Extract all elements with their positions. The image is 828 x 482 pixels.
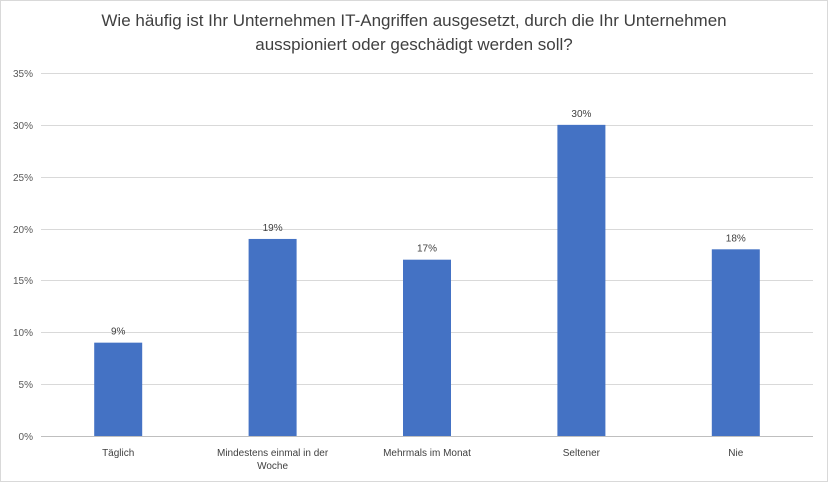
- y-tick-label: 0%: [19, 432, 34, 443]
- x-tick-label: Nie: [728, 448, 743, 459]
- y-tick-label: 5%: [19, 380, 34, 391]
- data-label: 19%: [263, 223, 283, 234]
- x-tick-label: Mindestens einmal in der Woche: [217, 448, 329, 472]
- y-tick-label: 25%: [13, 173, 33, 184]
- x-tick-label: Seltener: [563, 448, 601, 459]
- x-tick-label: Täglich: [102, 448, 134, 459]
- data-label: 18%: [726, 233, 746, 244]
- y-tick-label: 30%: [13, 121, 33, 132]
- bar: [711, 249, 760, 436]
- chart-title: Wie häufig ist Ihr Unternehmen IT-Angrif…: [101, 11, 727, 54]
- y-tick-label: 10%: [13, 328, 33, 339]
- y-tick-label: 15%: [13, 276, 33, 287]
- bar: [248, 238, 297, 436]
- bar: [94, 342, 143, 436]
- bar: [403, 259, 451, 436]
- y-tick-label: 20%: [13, 225, 33, 236]
- data-label: 9%: [111, 327, 126, 338]
- data-label: 30%: [571, 109, 591, 120]
- x-tick-label: Mehrmals im Monat: [383, 448, 471, 459]
- bar: [557, 124, 606, 436]
- y-tick-label: 35%: [13, 69, 33, 80]
- data-label: 17%: [417, 244, 437, 255]
